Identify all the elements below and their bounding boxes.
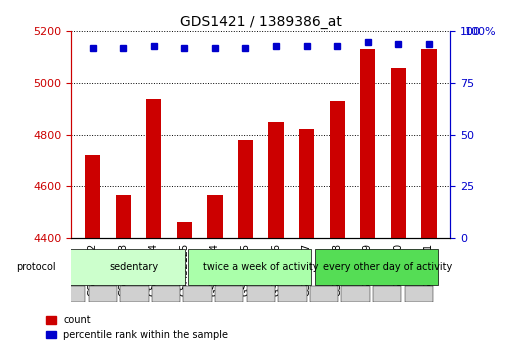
FancyBboxPatch shape [247,286,275,303]
FancyBboxPatch shape [314,249,438,285]
FancyBboxPatch shape [62,249,185,285]
Text: protocol: protocol [16,262,55,272]
FancyBboxPatch shape [341,286,370,303]
FancyBboxPatch shape [278,286,307,303]
Text: twice a week of activity: twice a week of activity [203,262,319,272]
Bar [176,223,192,345]
Text: sedentary: sedentary [110,262,159,272]
Bar [360,49,376,345]
FancyBboxPatch shape [120,286,149,303]
FancyBboxPatch shape [183,286,212,303]
Text: every other day of activity: every other day of activity [323,262,452,272]
FancyBboxPatch shape [310,286,338,303]
Bar [268,122,284,345]
FancyBboxPatch shape [57,286,85,303]
FancyBboxPatch shape [89,286,117,303]
Bar [207,195,223,345]
FancyBboxPatch shape [215,286,243,303]
FancyBboxPatch shape [188,249,311,285]
FancyBboxPatch shape [373,286,401,303]
Bar [146,99,162,345]
Bar [299,129,314,345]
Bar [421,49,437,345]
FancyBboxPatch shape [405,286,433,303]
FancyBboxPatch shape [152,286,180,303]
Bar [391,68,406,345]
Title: GDS1421 / 1389386_at: GDS1421 / 1389386_at [180,15,342,29]
Bar [85,155,100,345]
Bar [115,195,131,345]
Y-axis label: 100%: 100% [465,27,497,37]
Bar [329,101,345,345]
Bar [238,140,253,345]
Legend: count, percentile rank within the sample: count, percentile rank within the sample [46,315,228,340]
